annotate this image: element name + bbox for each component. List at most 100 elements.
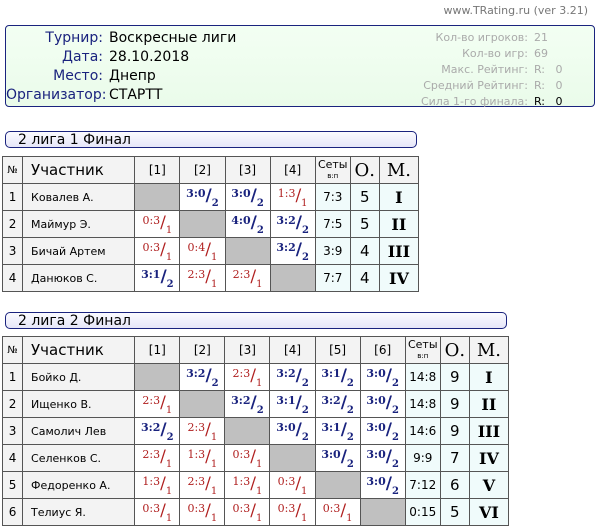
match-result: 3:2/2 [134,417,181,445]
info-label: Турнир: [45,30,103,46]
match-result: 3:1/2 [134,264,181,292]
match-result: 2:3/1 [224,264,271,292]
match-result: 3:0/2 [359,417,406,445]
table-row: 1 Бойко Д. 3:2/2 2:3/1 3:2/2 3:1/2 3:0/2 14:8 9 I [1,363,510,391]
results-table: № Участник [1] [2] [3] [4] [5] [6] Сеты в:п О. М. 1 Б… [1,336,510,526]
col-num: № [1,336,24,364]
col-opponent: [3] [224,336,271,364]
col-opponent: [6] [359,336,406,364]
sets-score: 7:7 [314,264,351,292]
match-result: 3:0/2 [314,444,361,472]
match-result: 3:2/2 [269,363,316,391]
player-name[interactable]: Бичай Артем [22,237,136,265]
row-number: 6 [1,498,24,526]
stat-label: Сила 1-го финала: [420,95,528,108]
results-table: № Участник [1] [2] [3] [4] Сеты в:п О. М. 1 Ковалев… [1,156,420,292]
row-number: 3 [1,417,24,445]
match-result: 1:3/1 [269,183,316,211]
col-points: О. [349,156,380,184]
sets-score: 14:8 [404,363,441,391]
col-opponent: [2] [179,156,226,184]
self-cell [269,264,316,292]
player-name[interactable]: Ищенко В. [22,390,136,418]
self-cell [314,471,361,499]
header-row: № Участник [1] [2] [3] [4] Сеты в:п О. М. [1,156,420,184]
site-credit: www.TRating.ru (ver 3.21) [443,4,588,17]
match-result: 3:0/2 [224,183,271,211]
row-number: 1 [1,183,24,211]
col-opponent: [4] [269,336,316,364]
points: 7 [439,444,470,472]
match-result: 1:3/1 [179,444,226,472]
row-number: 4 [1,444,24,472]
self-cell [134,183,181,211]
header-row: № Участник [1] [2] [3] [4] [5] [6] Сеты в:п О. М. [1,336,510,364]
row-number: 2 [1,390,24,418]
table-row: 4 Селенков С. 2:3/1 1:3/1 0:3/1 3:0/2 3:0/2 9:9… [1,444,510,472]
match-result: 0:3/1 [134,237,181,265]
stat-row: Макс. Рейтинг: R: 0 [441,63,574,76]
match-result: 0:3/1 [179,498,226,526]
match-result: 3:1/2 [269,390,316,418]
match-result: 0:3/1 [269,471,316,499]
match-result: 3:0/2 [359,363,406,391]
self-cell [179,210,226,238]
col-sets: Сеты в:п [404,336,441,364]
col-place: М. [378,156,420,184]
stat-value: R: 0 [534,63,563,76]
player-name[interactable]: Телиус Я. [22,498,136,526]
player-name[interactable]: Данюков С. [22,264,136,292]
col-num: № [1,156,24,184]
match-result: 3:0/2 [359,390,406,418]
self-cell [359,498,406,526]
col-opponent: [4] [269,156,316,184]
player-name[interactable]: Самолич Лев [22,417,136,445]
points: 5 [349,183,380,211]
sets-score: 3:9 [314,237,351,265]
table-row: 5 Федоренко А. 1:3/1 2:3/1 1:3/1 0:3/1 3:0/2 7:… [1,471,510,499]
sets-score: 14:6 [404,417,441,445]
col-opponent: [3] [224,156,271,184]
player-name[interactable]: Селенков С. [22,444,136,472]
player-name[interactable]: Бойко Д. [22,363,136,391]
stat-label: Средний Рейтинг: [423,79,528,92]
row-number: 5 [1,471,24,499]
stat-value: 69 [534,47,548,60]
row-number: 3 [1,237,24,265]
row-number: 2 [1,210,24,238]
match-result: 3:2/2 [269,237,316,265]
match-result: 0:3/1 [269,498,316,526]
self-cell [134,363,181,391]
place: III [468,417,510,445]
match-result: 2:3/1 [179,471,226,499]
sets-score: 9:9 [404,444,441,472]
col-player: Участник [22,156,136,184]
self-cell [224,417,271,445]
match-result: 3:2/2 [314,390,361,418]
info-label: Дата: [62,49,103,65]
stat-row: Средний Рейтинг: R: 0 [423,79,574,92]
match-result: 3:1/2 [314,417,361,445]
player-name[interactable]: Маймур Э. [22,210,136,238]
stat-value: R: 0 [534,95,563,108]
match-result: 0:3/1 [134,498,181,526]
match-result: 2:3/1 [134,390,181,418]
stat-row: Кол-во игроков: 21 [436,31,574,44]
match-result: 2:3/1 [134,444,181,472]
info-value: Днепр [109,68,156,84]
col-sets: Сеты в:п [314,156,351,184]
match-result: 4:0/2 [224,210,271,238]
match-result: 0:3/1 [314,498,361,526]
table-row: 4 Данюков С. 3:1/2 2:3/1 2:3/1 7:7 4 IV [1,264,420,292]
match-result: 3:0/2 [359,471,406,499]
row-number: 4 [1,264,24,292]
info-value: Воскресные лиги [109,30,237,46]
place: IV [468,444,510,472]
col-opponent: [1] [134,156,181,184]
points: 9 [439,417,470,445]
player-name[interactable]: Федоренко А. [22,471,136,499]
match-result: 2:3/1 [179,264,226,292]
info-row: Место: Днепр [6,68,156,87]
place: III [378,237,420,265]
player-name[interactable]: Ковалев А. [22,183,136,211]
